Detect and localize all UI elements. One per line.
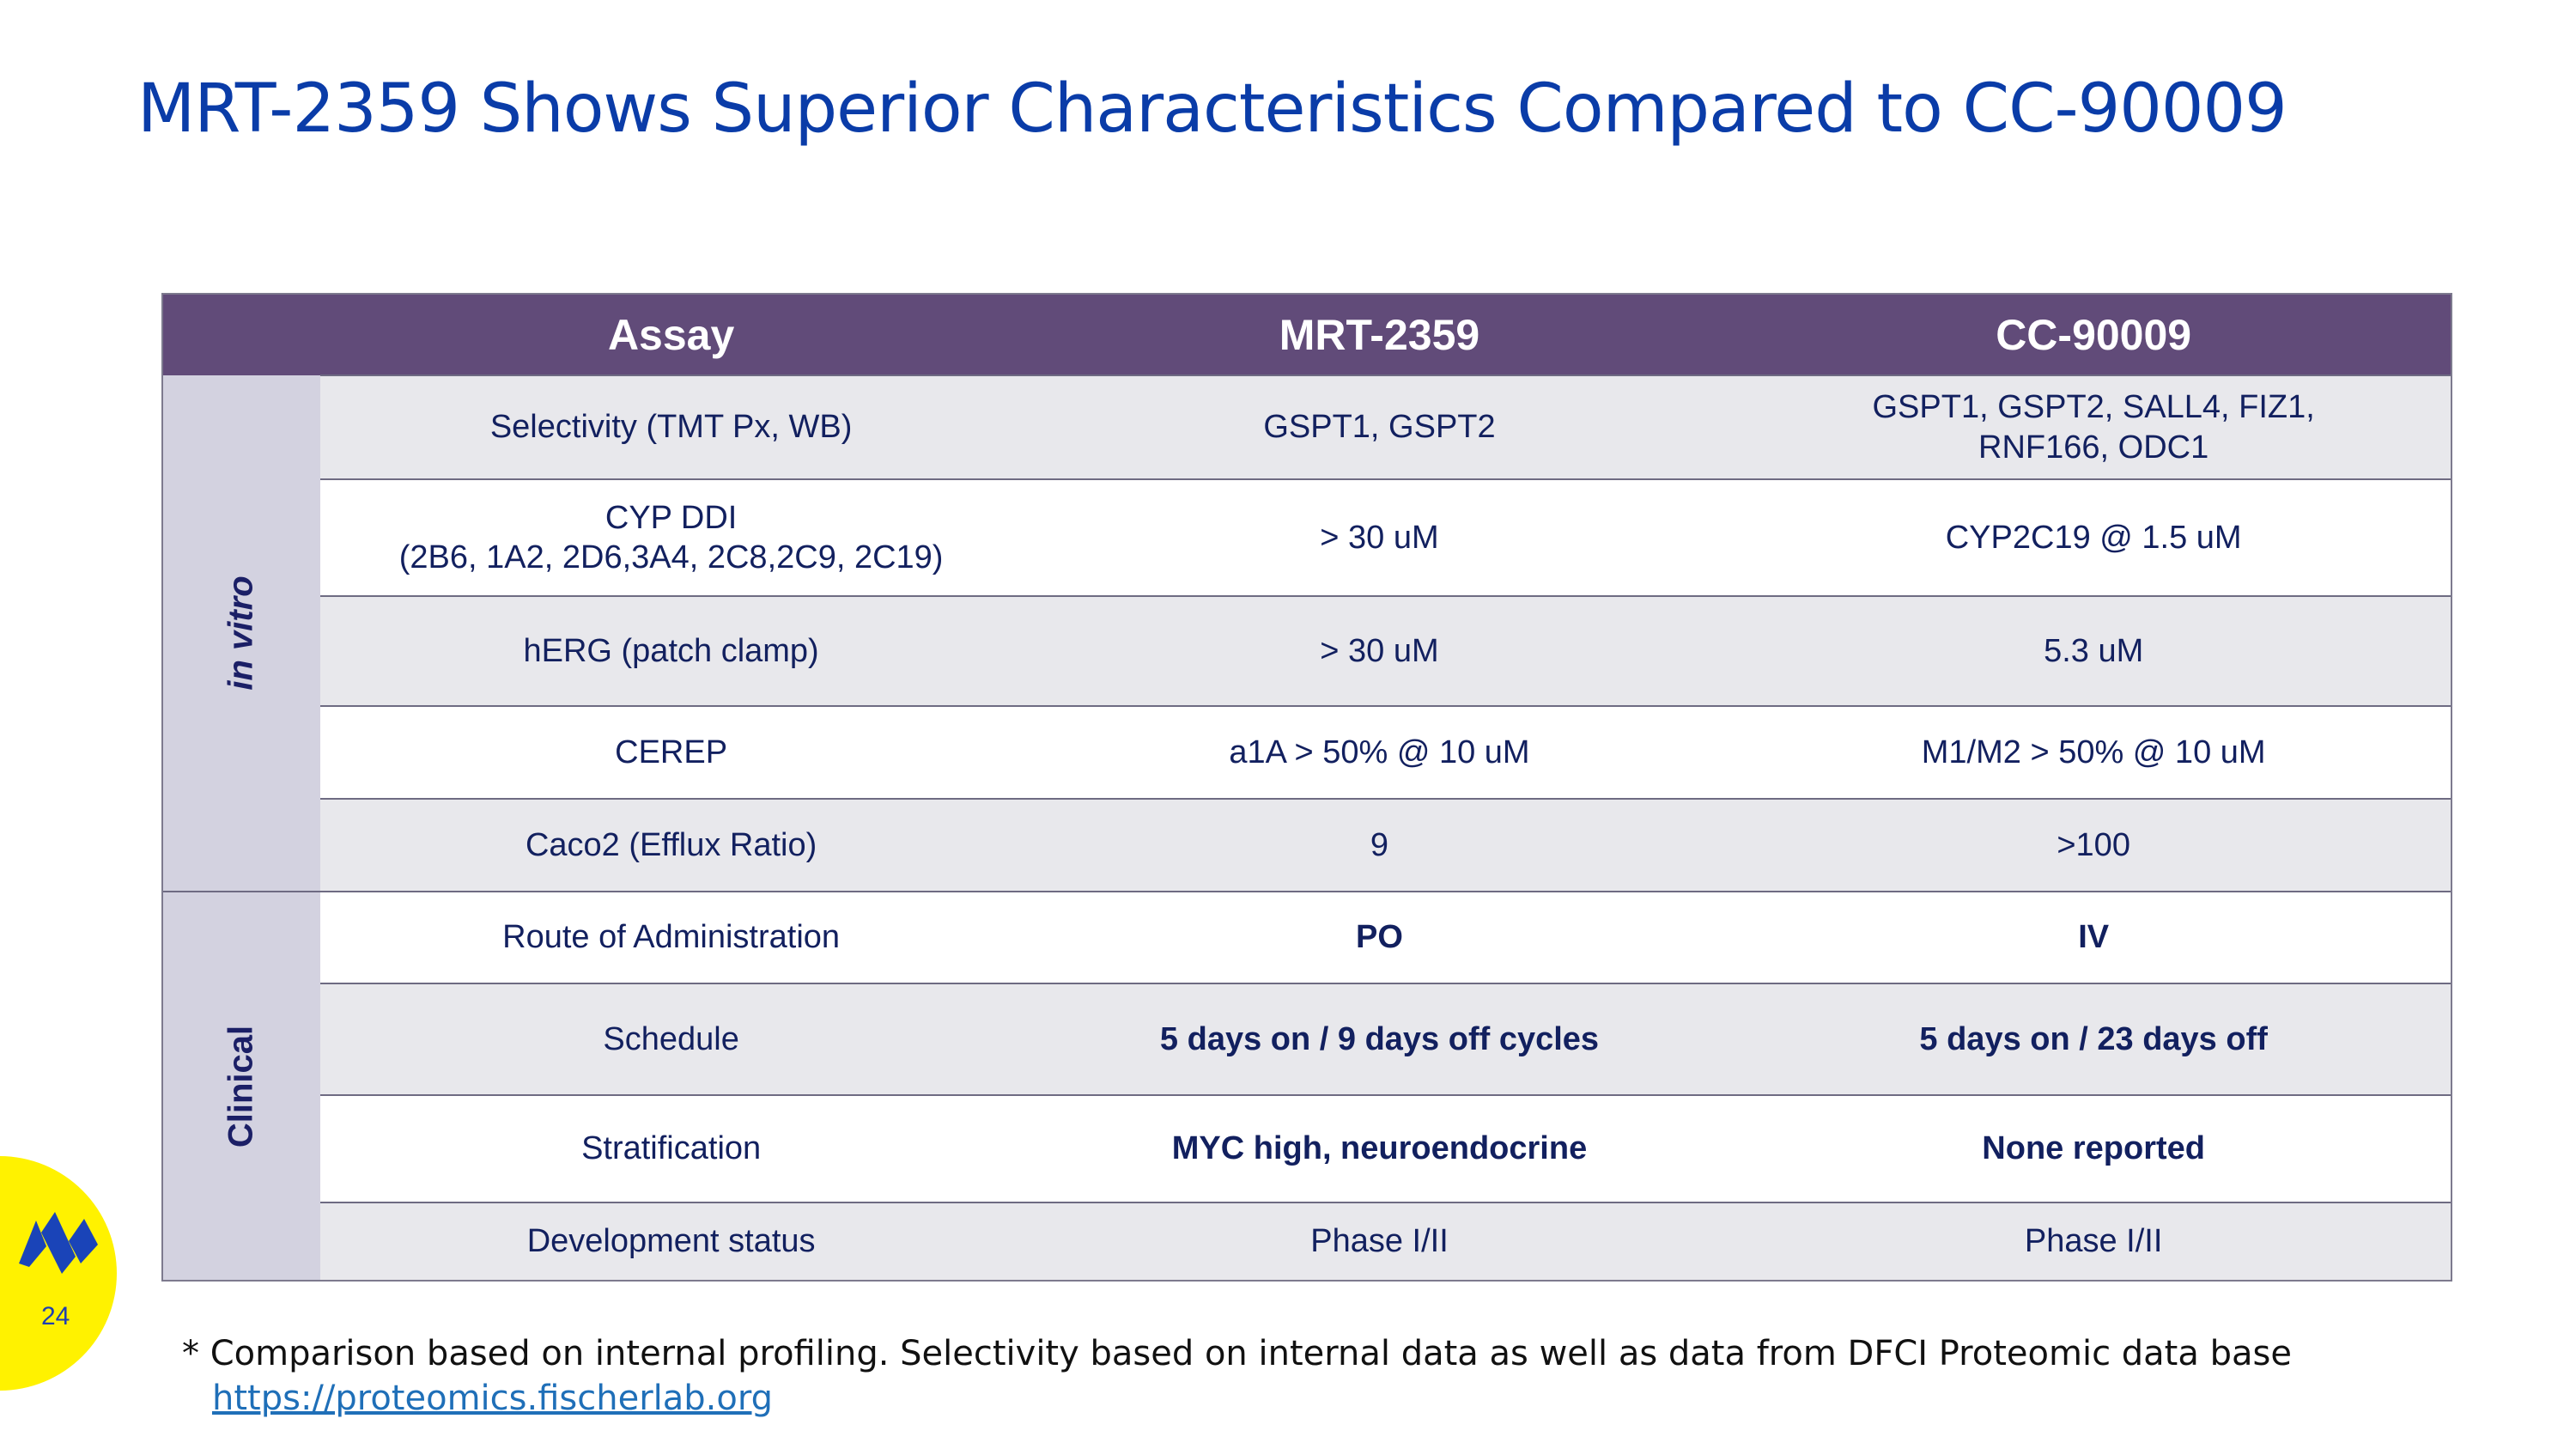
comparison-table: Assay MRT-2359 CC-90009 in vitro Selecti… bbox=[161, 293, 2452, 1282]
header-assay: Assay bbox=[319, 295, 1023, 375]
assay-cell: Selectivity (TMT Px, WB) bbox=[319, 374, 1023, 479]
table-row: in vitro Selectivity (TMT Px, WB) GSPT1,… bbox=[163, 374, 2451, 892]
cc-cell: CYP2C19 @ 1.5 uM bbox=[1736, 478, 2451, 596]
header-cc-90009: CC-90009 bbox=[1736, 295, 2451, 375]
table-row: hERG (patch clamp) > 30 uM 5.3 uM bbox=[163, 595, 2451, 706]
table-row: Stratification MYC high, neuroendocrine … bbox=[163, 1094, 2451, 1202]
cc-cell: 5 days on / 23 days off bbox=[1736, 983, 2451, 1095]
cc-cell: Phase I/II bbox=[1736, 1202, 2451, 1280]
cc-cell: M1/M2 > 50% @ 10 uM bbox=[1736, 705, 2451, 799]
mrt-cell: 9 bbox=[1022, 798, 1737, 892]
mrt-cell: Phase I/II bbox=[1022, 1202, 1737, 1280]
mrt-cell: MYC high, neuroendocrine bbox=[1022, 1094, 1737, 1202]
table-row: CEREP a1A > 50% @ 10 uM M1/M2 > 50% @ 10… bbox=[163, 705, 2451, 799]
cc-cell: None reported bbox=[1736, 1094, 2451, 1202]
company-logo-icon bbox=[19, 1212, 98, 1274]
table-row: Caco2 (Efflux Ratio) 9 >100 bbox=[163, 798, 2451, 892]
assay-cell-line: CYP DDI bbox=[605, 499, 738, 536]
cc-cell: >100 bbox=[1736, 798, 2451, 892]
mrt-cell: PO bbox=[1022, 891, 1737, 983]
mrt-cell: 5 days on / 9 days off cycles bbox=[1022, 983, 1737, 1095]
proteomics-link[interactable]: https://proteomics.fischerlab.org bbox=[212, 1379, 773, 1418]
mrt-cell: > 30 uM bbox=[1022, 478, 1737, 596]
mrt-cell: > 30 uM bbox=[1022, 595, 1737, 706]
table-row: Development status Phase I/II Phase I/II bbox=[163, 1202, 2451, 1280]
cc-cell-line: RNF166, ODC1 bbox=[1978, 429, 2209, 466]
slide-title: MRT-2359 Shows Superior Characteristics … bbox=[137, 70, 2287, 148]
group-label-in-vitro: in vitro bbox=[163, 375, 320, 892]
table-header-row: Assay MRT-2359 CC-90009 bbox=[163, 295, 2451, 375]
table-row: Clinical Route of Administration PO IV bbox=[163, 891, 2451, 1280]
assay-cell: CYP DDI (2B6, 1A2, 2D6,3A4, 2C8,2C9, 2C1… bbox=[319, 478, 1023, 596]
mrt-cell: a1A > 50% @ 10 uM bbox=[1022, 705, 1737, 799]
page-number: 24 bbox=[41, 1302, 70, 1330]
header-mrt-2359: MRT-2359 bbox=[1022, 295, 1737, 375]
assay-cell: Caco2 (Efflux Ratio) bbox=[319, 798, 1023, 892]
assay-cell-line: (2B6, 1A2, 2D6,3A4, 2C8,2C9, 2C19) bbox=[398, 539, 944, 575]
assay-cell: CEREP bbox=[319, 705, 1023, 799]
mrt-cell: GSPT1, GSPT2 bbox=[1022, 374, 1737, 479]
table-row: CYP DDI (2B6, 1A2, 2D6,3A4, 2C8,2C9, 2C1… bbox=[163, 478, 2451, 596]
assay-cell: hERG (patch clamp) bbox=[319, 595, 1023, 706]
group-label-clinical: Clinical bbox=[163, 891, 320, 1280]
footnote-text: * Comparison based on internal profiling… bbox=[182, 1334, 2292, 1373]
cc-cell: 5.3 uM bbox=[1736, 595, 2451, 706]
cc-cell-line: GSPT1, GSPT2, SALL4, FIZ1, bbox=[1872, 389, 2315, 426]
cc-cell: IV bbox=[1736, 891, 2451, 983]
assay-cell: Development status bbox=[319, 1202, 1023, 1280]
header-spacer bbox=[163, 295, 320, 375]
cc-cell: GSPT1, GSPT2, SALL4, FIZ1, RNF166, ODC1 bbox=[1736, 374, 2451, 479]
assay-cell: Route of Administration bbox=[319, 891, 1023, 983]
assay-cell: Stratification bbox=[319, 1094, 1023, 1202]
table-row: Schedule 5 days on / 9 days off cycles 5… bbox=[163, 983, 2451, 1095]
assay-cell: Schedule bbox=[319, 983, 1023, 1095]
